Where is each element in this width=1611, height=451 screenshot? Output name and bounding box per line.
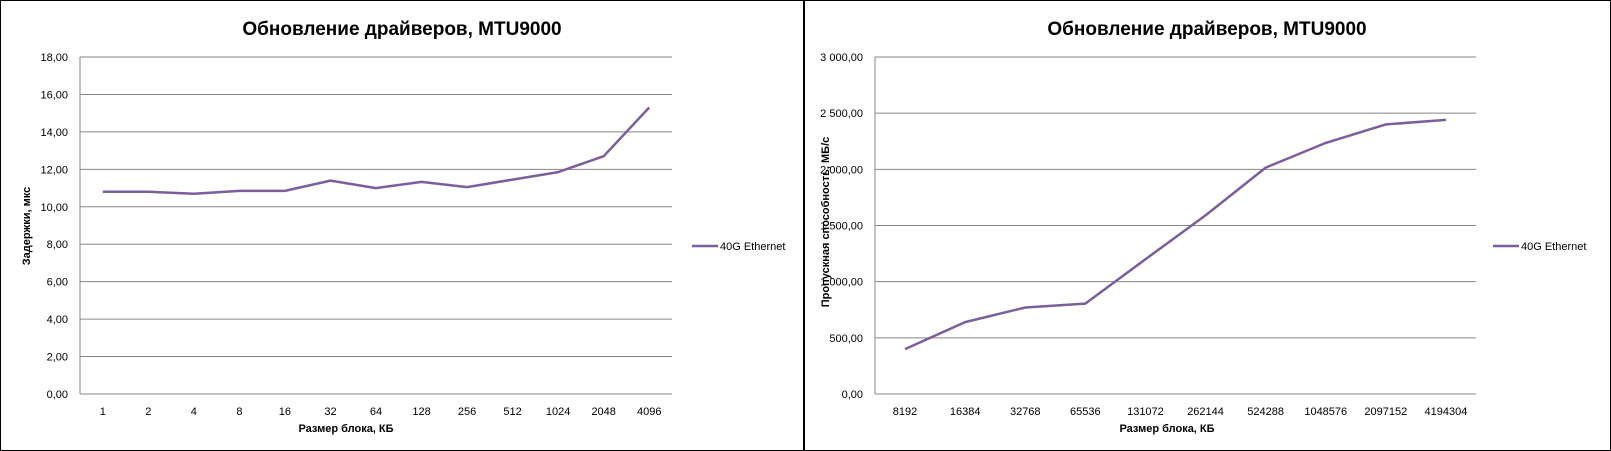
series-line-40g-ethernet: [904, 118, 1447, 351]
x-tick-label: 1048576: [1304, 406, 1347, 418]
y-tick-label: 14,00: [40, 127, 68, 139]
x-tick-label: 262144: [1187, 406, 1224, 418]
y-tick-label: 1 500,00: [820, 221, 863, 233]
legend-label: 40G Ethernet: [720, 241, 785, 253]
x-tick-label: 8192: [893, 406, 917, 418]
x-tick-label: 65536: [1070, 406, 1101, 418]
y-tick-label: 10,00: [40, 202, 68, 214]
chart-panel-latency: [0, 0, 804, 451]
x-tick-label: 128: [412, 406, 430, 418]
y-tick-label: 0,00: [47, 389, 68, 401]
x-tick-label: 16: [279, 406, 291, 418]
x-tick-label: 4: [191, 406, 197, 418]
chart-title: Обновление драйверов, MTU9000: [242, 19, 561, 40]
chart-title: Обновление драйверов, MTU9000: [1047, 19, 1366, 40]
x-tick-label: 2: [145, 406, 151, 418]
x-tick-label: 32: [324, 406, 336, 418]
y-tick-label: 2 500,00: [820, 108, 863, 120]
latency-chart: Обновление драйверов, MTU9000 0,00 2,00 4,…: [21, 19, 785, 435]
x-axis-label: Размер блока, КБ: [1119, 423, 1214, 435]
y-tick-label: 0,00: [842, 389, 863, 401]
x-tick-label: 4096: [637, 406, 661, 418]
y-tick-label: 2,00: [47, 352, 68, 364]
y-tick-label: 8,00: [47, 239, 68, 251]
y-tick-label: 2 000,00: [820, 164, 863, 176]
throughput-chart: Обновление драйверов, MTU9000 0,00 500,00…: [820, 19, 1586, 435]
x-tick-label: 4194304: [1425, 406, 1468, 418]
y-tick-label: 6,00: [47, 277, 68, 289]
x-tick-label: 1: [100, 406, 106, 418]
y-tick-label: 500,00: [829, 333, 863, 345]
x-axis-label: Размер блока, КБ: [298, 423, 393, 435]
y-tick-label: 16,00: [40, 89, 68, 101]
x-tick-label: 8: [236, 406, 242, 418]
x-tick-label: 512: [503, 406, 521, 418]
y-axis-label: Пропускная способность, МБ/с: [820, 137, 832, 308]
y-tick-label: 3 000,00: [820, 52, 863, 64]
y-axis-label: Задержки, мкс: [21, 187, 33, 265]
x-tick-label: 2097152: [1364, 406, 1407, 418]
legend-label: 40G Ethernet: [1521, 241, 1586, 253]
series-line-40g-ethernet: [102, 106, 651, 195]
x-tick-label: 524288: [1247, 406, 1284, 418]
y-tick-label: 4,00: [47, 314, 68, 326]
y-tick-label: 1 000,00: [820, 277, 863, 289]
x-tick-label: 32768: [1010, 406, 1041, 418]
x-tick-label: 16384: [950, 406, 981, 418]
y-tick-label: 18,00: [40, 52, 68, 64]
x-tick-label: 2048: [591, 406, 615, 418]
x-tick-label: 64: [370, 406, 382, 418]
y-tick-label: 12,00: [40, 164, 68, 176]
x-tick-label: 1024: [546, 406, 570, 418]
x-tick-label: 256: [458, 406, 476, 418]
x-tick-label: 131072: [1127, 406, 1164, 418]
